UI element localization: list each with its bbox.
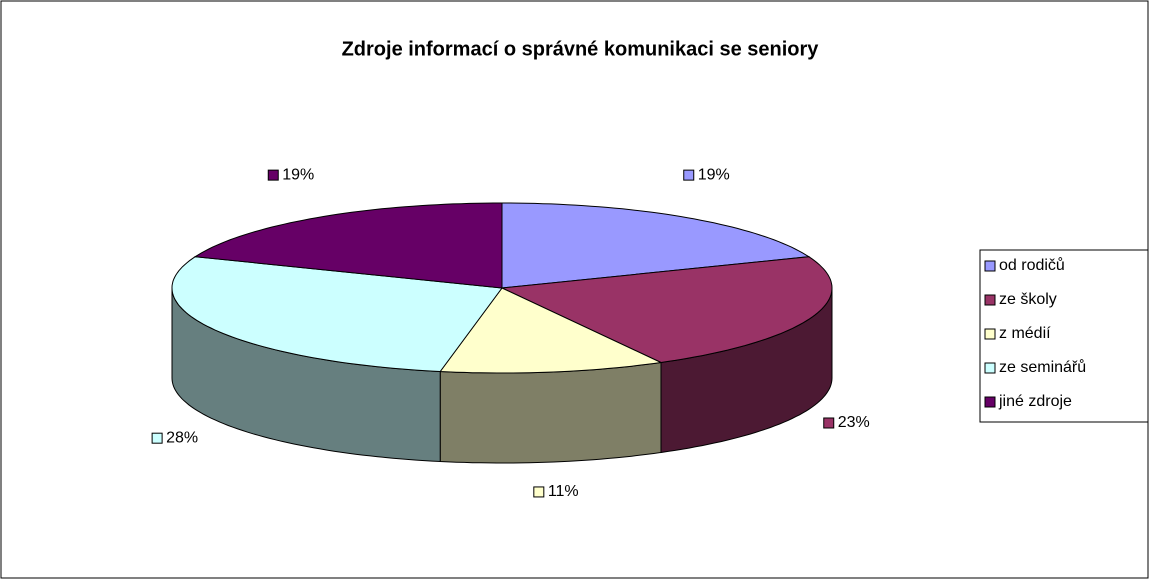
data-label: 19% xyxy=(698,166,730,183)
data-label: 19% xyxy=(282,166,314,183)
legend-swatch xyxy=(984,260,996,272)
legend-label: ze školy xyxy=(999,291,1057,308)
pie-slice xyxy=(500,256,833,364)
data-label: 23% xyxy=(838,414,870,431)
legend-swatch xyxy=(984,362,996,374)
legend-label: z médií xyxy=(999,325,1051,342)
pie-side xyxy=(439,361,662,464)
pie-slice xyxy=(171,256,503,373)
legend-label: od rodičů xyxy=(999,256,1065,274)
pie-slice xyxy=(193,202,503,289)
data-label: 28% xyxy=(166,429,198,446)
label-swatch xyxy=(267,169,279,181)
legend-label: ze seminářů xyxy=(999,358,1086,376)
label-swatch xyxy=(151,432,163,444)
legend-label: jiné zdroje xyxy=(998,393,1072,410)
label-swatch xyxy=(683,169,695,181)
data-label: 11% xyxy=(548,483,579,500)
pie-slice xyxy=(439,287,663,374)
legend-swatch xyxy=(984,396,996,408)
legend-swatch xyxy=(984,294,996,306)
pie-slice xyxy=(501,202,811,289)
label-swatch xyxy=(823,417,835,429)
legend-swatch xyxy=(984,328,996,340)
chart-title: Zdroje informací o správné komunikaci se… xyxy=(342,38,820,60)
label-swatch xyxy=(533,486,545,498)
legend-box xyxy=(979,249,1149,423)
